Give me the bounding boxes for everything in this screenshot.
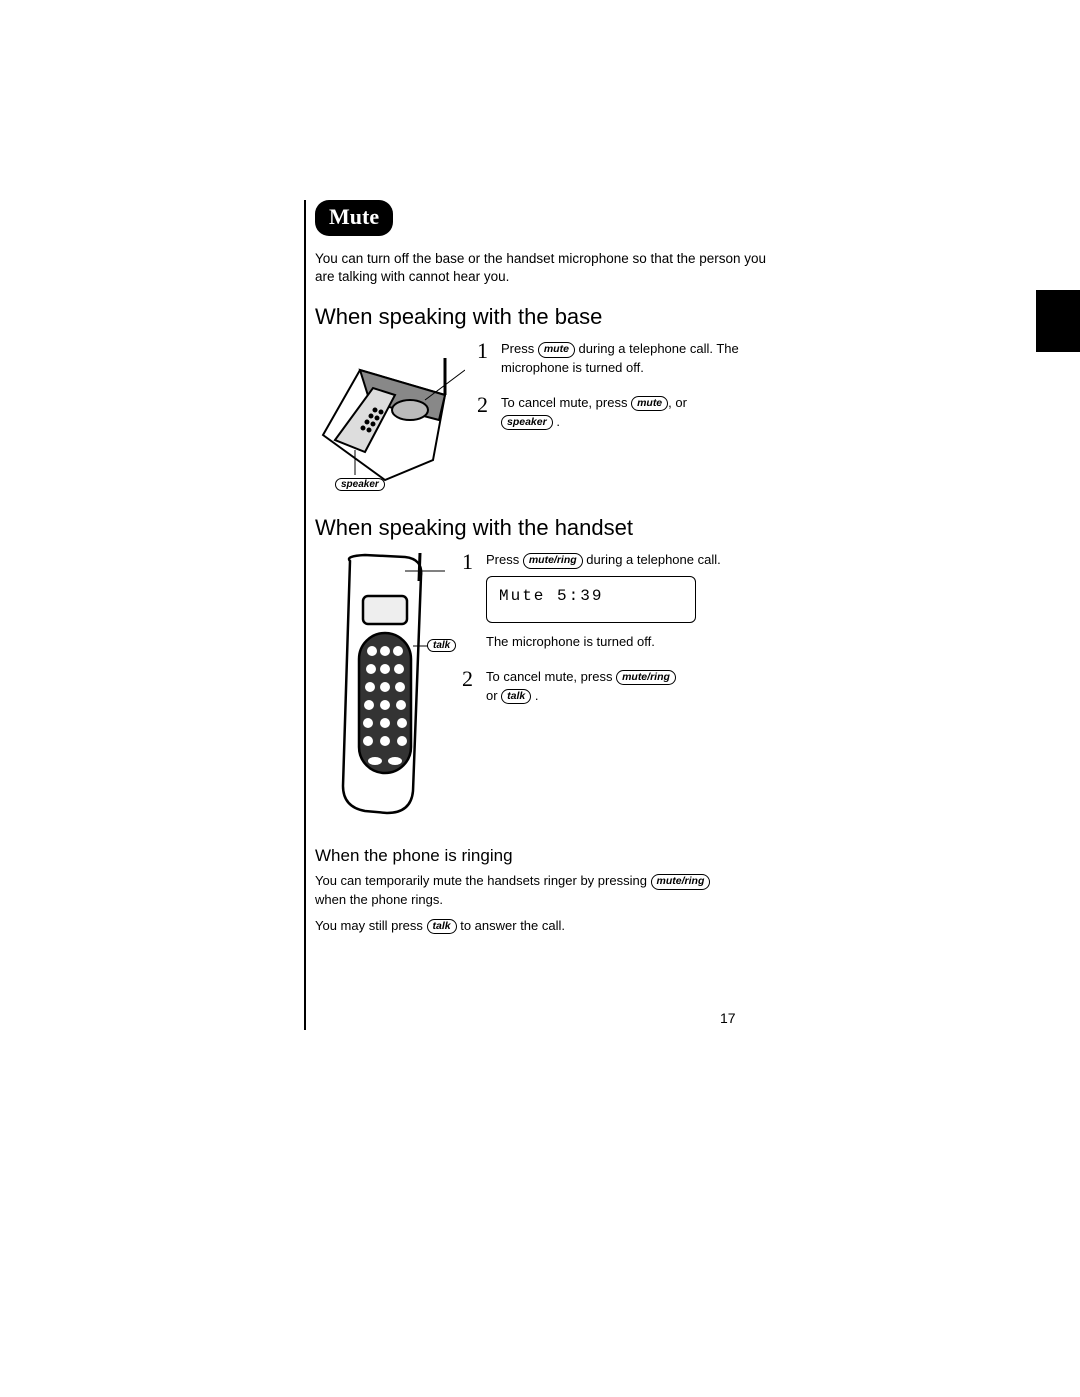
base-illustration: speaker	[315, 340, 465, 495]
lcd-display: Mute 5:39	[486, 576, 696, 623]
base-steps: 1 Press mute during a telephone call. Th…	[477, 340, 775, 447]
page-title-pill: Mute	[315, 200, 393, 236]
intro-text: You can turn off the base or the handset…	[315, 250, 775, 286]
base-step-2: 2 To cancel mute, press mute, or speaker…	[477, 394, 775, 436]
text: The microphone is turned off.	[486, 633, 721, 652]
mute-ring-button-label: mute/ring	[616, 670, 676, 685]
text: Press	[486, 552, 523, 567]
text: .	[553, 414, 560, 429]
text: , or	[668, 395, 687, 410]
mute-ring-button-label: mute/ring	[651, 874, 711, 889]
section-handset: talk 1 Press mute/ring during a telephon…	[315, 551, 775, 826]
text: Press	[501, 341, 538, 356]
handset-step-1: 1 Press mute/ring during a telephone cal…	[462, 551, 775, 656]
talk-button-label: talk	[501, 689, 531, 704]
heading-base: When speaking with the base	[315, 304, 775, 330]
heading-ringing: When the phone is ringing	[315, 846, 775, 866]
section-base: speaker 1 Press mute during a telephone …	[315, 340, 775, 495]
handset-phone-icon	[315, 551, 445, 821]
page-number: 17	[720, 1010, 736, 1026]
text: To cancel mute, press	[501, 395, 631, 410]
base-phone-icon	[315, 340, 465, 490]
handset-steps: 1 Press mute/ring during a telephone cal…	[462, 551, 775, 722]
handset-step-2: 2 To cancel mute, press mute/ring or tal…	[462, 668, 775, 710]
text: .	[531, 688, 538, 703]
section-tab	[1036, 290, 1080, 352]
mute-button-label: mute	[631, 396, 668, 411]
text: when the phone rings.	[315, 892, 443, 907]
mute-button-label: mute	[538, 342, 575, 357]
text: You may still press	[315, 918, 427, 933]
ringing-p1: You can temporarily mute the handsets ri…	[315, 872, 775, 908]
speaker-button-label: speaker	[501, 415, 553, 430]
mute-ring-button-label: mute/ring	[523, 553, 583, 568]
text: to answer the call.	[457, 918, 565, 933]
callout-speaker-label: speaker	[335, 478, 385, 491]
step-number: 1	[462, 551, 478, 656]
base-step-1: 1 Press mute during a telephone call. Th…	[477, 340, 775, 382]
vertical-margin-rule	[304, 200, 306, 1030]
handset-illustration: talk	[315, 551, 450, 826]
step-number: 2	[477, 394, 493, 436]
text: or	[486, 688, 501, 703]
text: You can temporarily mute the handsets ri…	[315, 873, 651, 888]
page-content: Mute You can turn off the base or the ha…	[315, 200, 775, 935]
step-number: 1	[477, 340, 493, 382]
heading-handset: When speaking with the handset	[315, 515, 775, 541]
talk-button-label: talk	[427, 919, 457, 934]
callout-talk-label: talk	[427, 639, 456, 652]
step-number: 2	[462, 668, 478, 710]
text: To cancel mute, press	[486, 669, 616, 684]
text: during a telephone call.	[583, 552, 721, 567]
ringing-p2: You may still press talk to answer the c…	[315, 917, 775, 935]
